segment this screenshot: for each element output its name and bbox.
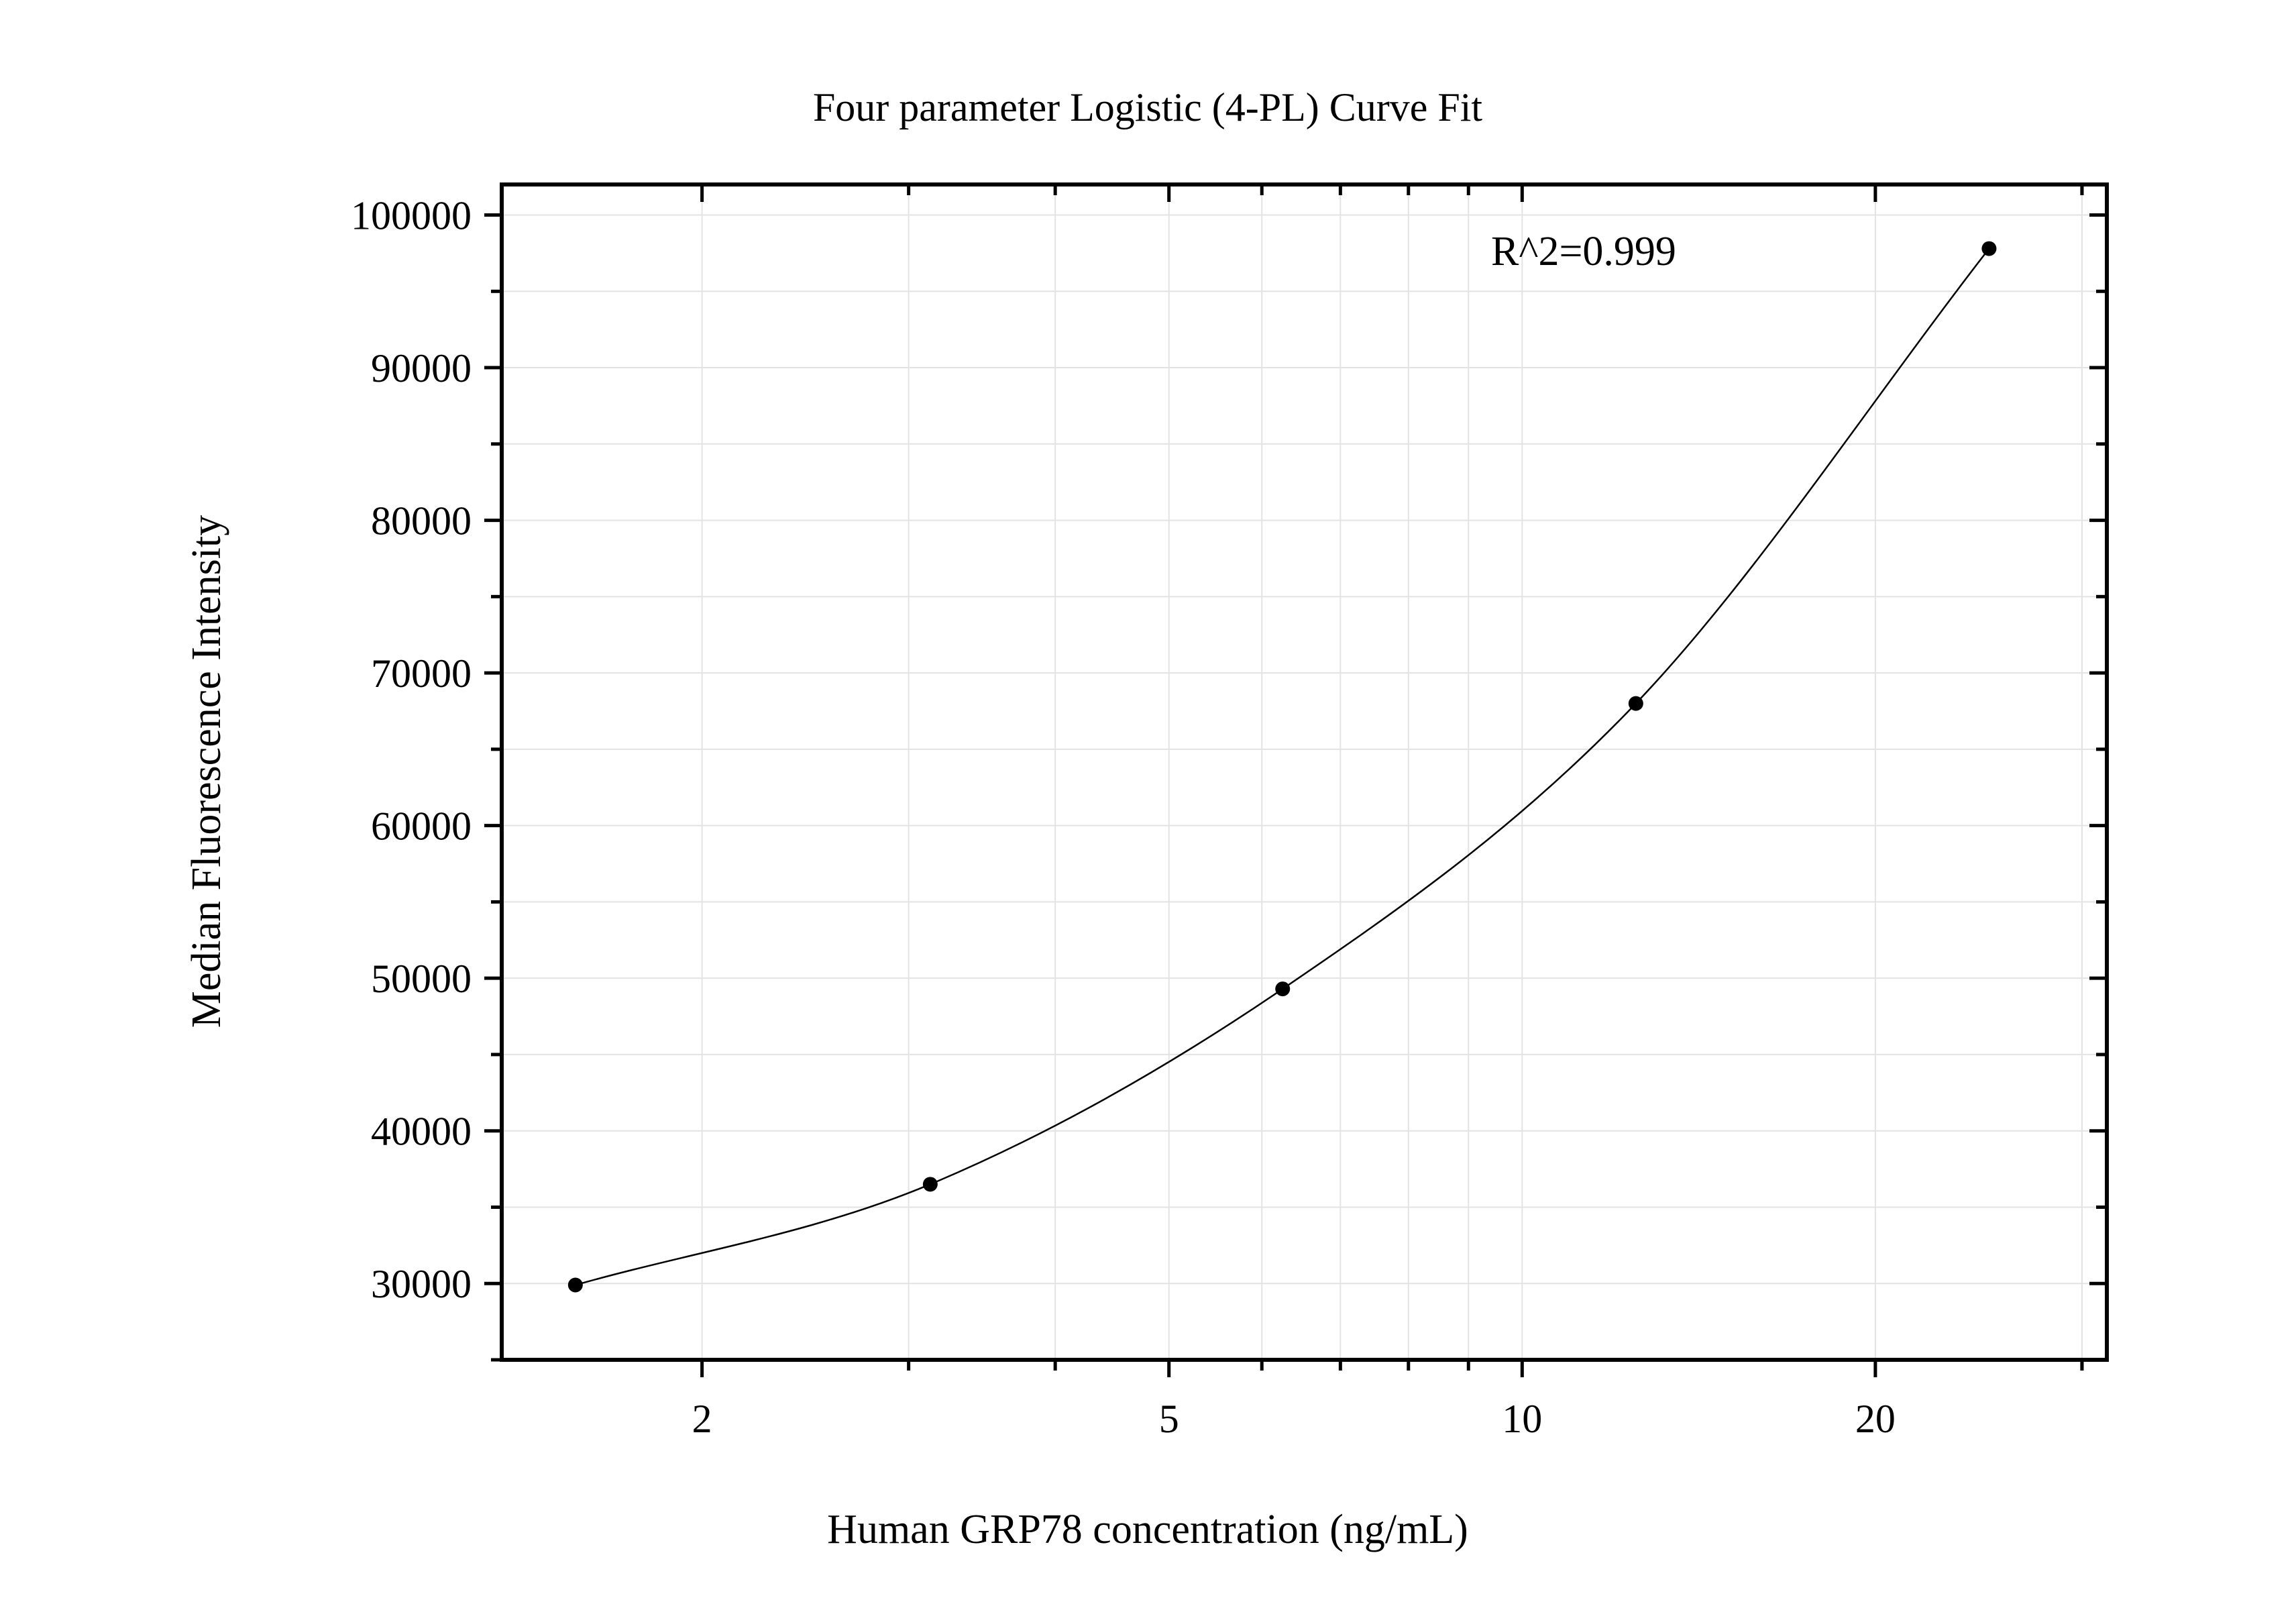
y-tick-label: 30000 [371,1262,472,1306]
y-tick-label: 70000 [371,651,472,696]
y-tick-label: 100000 [351,194,472,238]
x-axis-label: Human GRP78 concentration (ng/mL) [827,1507,1468,1552]
fit-curve [575,248,1990,1286]
x-tick-label: 20 [1855,1397,1896,1441]
y-axis-label: Median Fluorescence Intensity [184,515,229,1028]
y-tick-label: 80000 [371,499,472,543]
fit-curve-line [575,248,1990,1286]
r-squared-annotation: R^2=0.999 [1491,229,1676,274]
data-point [1275,981,1291,997]
data-point [1981,241,1997,256]
y-tick-label: 40000 [371,1110,472,1154]
data-point [567,1277,583,1293]
x-tick-label: 5 [1159,1397,1179,1441]
plot-frame [500,182,2109,1362]
chart-title: Four parameter Logistic (4-PL) Curve Fit [813,85,1482,129]
y-tick-label: 90000 [371,346,472,390]
data-points [567,241,1997,1293]
y-tick-label: 60000 [371,804,472,849]
x-tick-label: 10 [1502,1397,1542,1441]
data-point [1628,696,1643,711]
y-axis-ticks: 30000 40000 50000 60000 70000 80000 90000 10000… [351,194,2107,1362]
y-tick-label: 50000 [371,957,472,1001]
x-tick-label: 2 [692,1397,712,1441]
data-point [922,1177,938,1192]
x-axis-ticks: 2 5 10 20 [692,184,2084,1441]
grid-lines [502,184,2107,1360]
